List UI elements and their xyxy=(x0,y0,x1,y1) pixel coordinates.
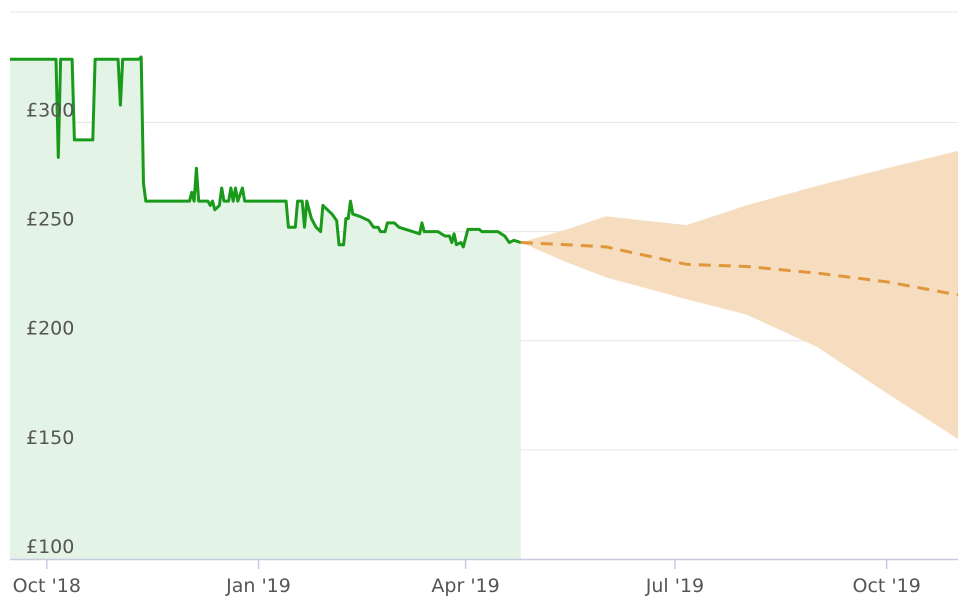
history-area xyxy=(10,57,521,559)
tick-labels: £300 £250 £200 £150 £100 Oct '18 Jan '19 Apr '1… xyxy=(13,99,921,597)
forecast-band xyxy=(520,150,958,439)
chart-fills xyxy=(10,57,958,559)
x-tick-label: Apr '19 xyxy=(431,575,499,597)
history-price-line xyxy=(10,55,522,249)
x-tick-label: Oct '18 xyxy=(13,575,81,597)
x-axis xyxy=(10,558,958,569)
y-tick-label: £150 xyxy=(26,427,74,449)
y-tick-label: £250 xyxy=(26,209,74,231)
chart-lines xyxy=(10,55,959,297)
y-tick-label: £300 xyxy=(26,99,74,121)
x-tick-label: Jul '19 xyxy=(645,575,704,597)
y-tick-label: £100 xyxy=(26,536,74,558)
x-tick-label: Jan '19 xyxy=(225,575,291,597)
x-tick-label: Oct '19 xyxy=(853,575,921,597)
y-tick-label: £200 xyxy=(26,318,74,340)
